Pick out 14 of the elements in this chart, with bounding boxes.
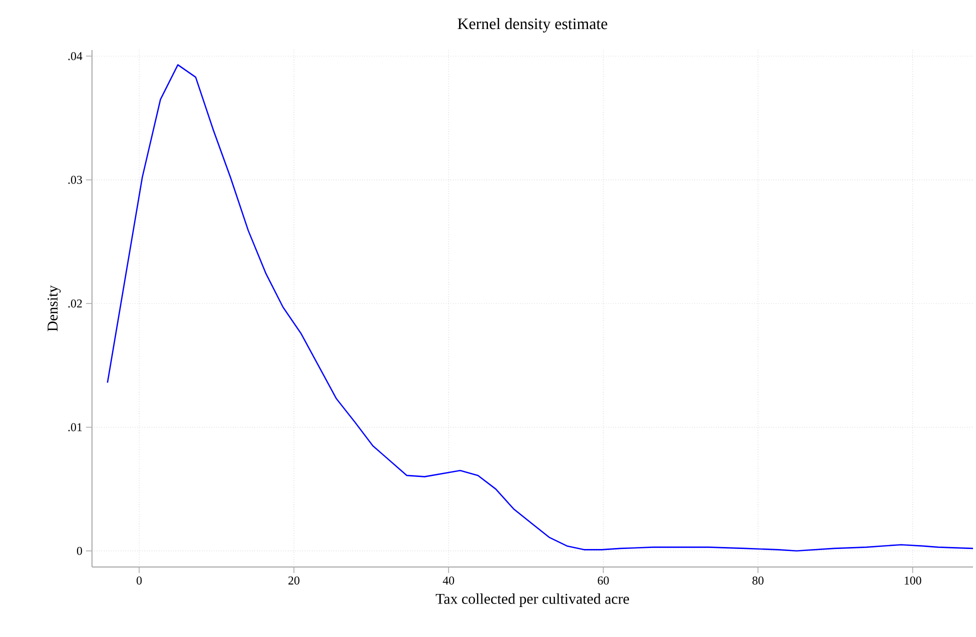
y-tick-label: .04	[68, 52, 82, 60]
x-tick-label: 20	[288, 576, 300, 585]
y-tick-label: 0	[76, 546, 82, 555]
x-tick-label: 80	[752, 576, 764, 585]
y-tick-label: .01	[68, 423, 82, 432]
x-axis-title: Tax collected per cultivated acre	[436, 593, 629, 607]
y-axis-title: Density	[48, 285, 61, 332]
y-tick-label: .03	[68, 176, 82, 184]
y-tick-label: .02	[68, 299, 82, 308]
x-tick-label: 0	[136, 576, 142, 585]
chart-title: Kernel density estimate	[458, 18, 608, 32]
x-tick-label: 60	[598, 576, 609, 585]
x-tick-label: 40	[442, 576, 454, 585]
x-tick-label: 100	[904, 576, 922, 585]
